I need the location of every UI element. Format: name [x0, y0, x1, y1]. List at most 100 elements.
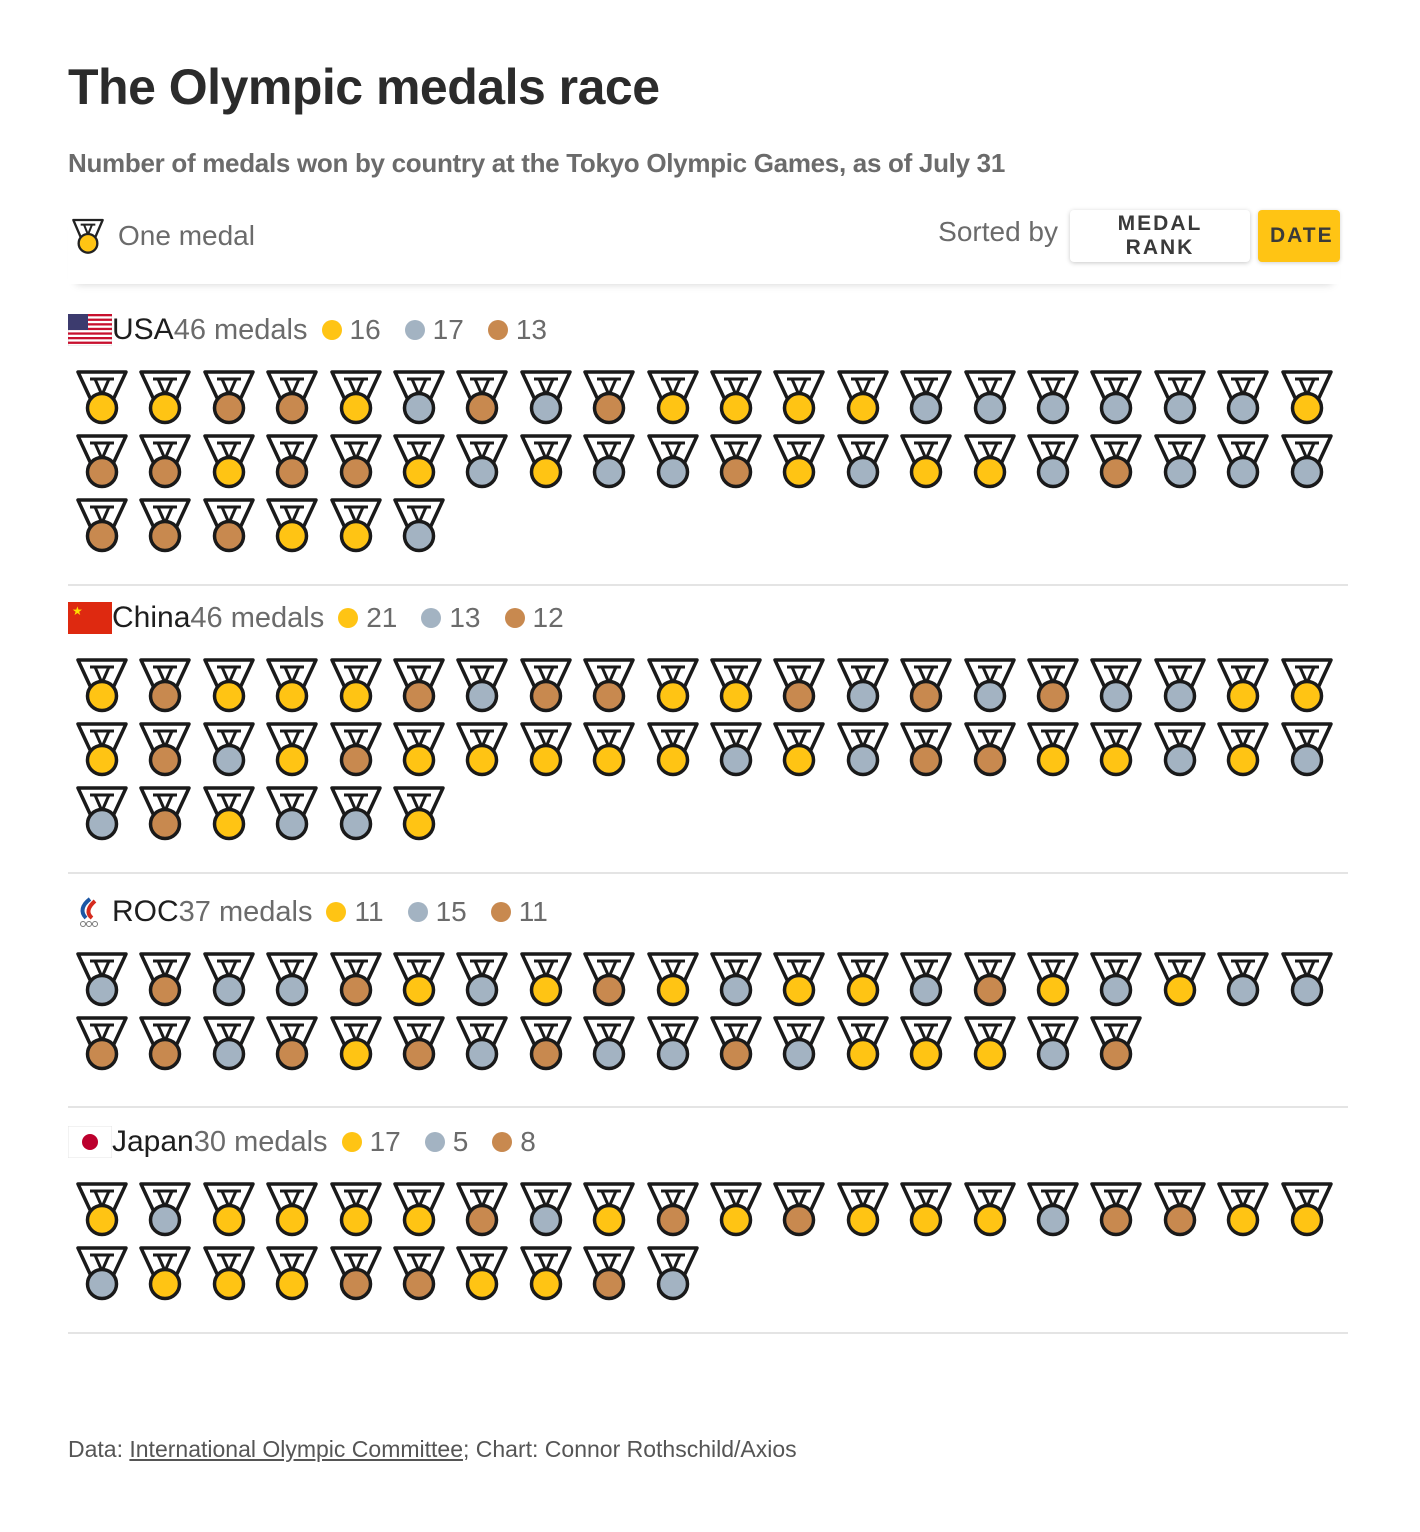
silver-medal-icon — [393, 498, 445, 553]
gold-medal-icon — [773, 722, 826, 777]
gold-medal-icon — [76, 370, 128, 425]
sort-date-button[interactable]: DATE — [1258, 210, 1340, 262]
gold-medal-icon — [710, 1182, 762, 1237]
gold-medal-icon — [456, 1246, 509, 1301]
sort-label: Sorted by — [938, 216, 1058, 247]
gold-dot-icon — [338, 608, 359, 628]
bronze-medal-icon — [456, 370, 509, 425]
bronze-medal-icon — [266, 1016, 318, 1071]
bronze-medal-icon — [583, 658, 635, 713]
gold-medal-icon — [520, 952, 572, 1007]
silver-medal-icon — [76, 786, 128, 841]
gold-medal-icon — [76, 658, 128, 713]
gold-medal-icon — [329, 1182, 382, 1237]
country-header: Japan 30 medals 17 5 8 — [68, 1122, 560, 1162]
gold-medal-icon — [900, 1016, 952, 1071]
bronze-medal-icon — [139, 722, 192, 777]
gold-medal-icon — [266, 658, 318, 713]
bronze-medal-icon — [520, 1016, 572, 1071]
gold-medal-icon — [583, 722, 635, 777]
silver-medal-icon — [520, 1182, 572, 1237]
country-name: China — [112, 601, 191, 634]
country-total: 46 medals — [190, 601, 325, 634]
country-roc: ROC 37 medals 11 15 11 — [68, 892, 1348, 1108]
bronze-medal-icon — [393, 1016, 445, 1071]
silver-medal-icon — [963, 370, 1016, 425]
gold-medal-icon — [203, 658, 255, 713]
bronze-medal-icon — [1154, 1182, 1206, 1237]
silver-dot-icon — [407, 902, 428, 922]
footer-prefix: Data: — [68, 1436, 130, 1462]
silver-medal-icon — [583, 1016, 635, 1071]
bronze-dot-icon — [487, 320, 508, 340]
silver-medal-icon — [266, 786, 318, 841]
gold-medal-icon — [520, 1246, 572, 1301]
country-name: ROC — [112, 895, 179, 928]
silver-medal-icon — [1280, 952, 1333, 1007]
silver-medal-icon — [1154, 370, 1206, 425]
bronze-medal-icon — [1090, 1182, 1143, 1237]
silver-medal-icon — [773, 1016, 826, 1071]
source-link[interactable]: International Olympic Committee — [129, 1436, 463, 1462]
japan-flag-icon — [68, 1126, 112, 1158]
gold-count: 17 — [369, 1126, 401, 1157]
footer-suffix: ; Chart: Connor Rothschild/Axios — [463, 1436, 797, 1462]
gold-medal-icon — [203, 786, 255, 841]
gold-medal-icon — [203, 1182, 255, 1237]
gold-medal-icon — [266, 1182, 318, 1237]
bronze-medal-icon — [393, 1246, 445, 1301]
silver-medal-icon — [456, 658, 509, 713]
bronze-medal-icon — [900, 722, 952, 777]
silver-medal-icon — [1154, 658, 1206, 713]
gold-count: 21 — [366, 602, 398, 633]
silver-medal-icon — [1217, 952, 1269, 1007]
bronze-medal-icon — [329, 952, 382, 1007]
silver-medal-icon — [456, 952, 509, 1007]
gold-dot-icon — [321, 320, 342, 340]
bronze-medal-icon — [139, 434, 192, 489]
country-total: 30 medals — [193, 1125, 328, 1158]
gold-medal-icon — [329, 658, 382, 713]
bronze-dot-icon — [492, 1132, 513, 1152]
gold-medal-icon — [393, 786, 445, 841]
bronze-medal-icon — [139, 786, 192, 841]
china-flag-icon: ★ — [68, 602, 112, 634]
silver-dot-icon — [424, 1132, 445, 1152]
bronze-medal-icon — [76, 434, 128, 489]
country-name: USA — [112, 313, 174, 346]
silver-medal-icon — [393, 370, 445, 425]
silver-medal-icon — [1027, 370, 1079, 425]
gold-medal-icon — [520, 722, 572, 777]
bronze-medal-icon — [583, 370, 635, 425]
silver-medal-icon — [1090, 370, 1143, 425]
silver-medal-icon — [520, 370, 572, 425]
silver-dot-icon — [421, 608, 442, 628]
gold-medal-icon — [393, 952, 445, 1007]
gold-medal-icon — [76, 722, 128, 777]
gold-medal-icon — [773, 434, 826, 489]
gold-count: 11 — [354, 896, 384, 927]
country-china: ★ China 46 medals 21 13 12 — [68, 598, 1348, 874]
gold-medal-icon — [393, 1182, 445, 1237]
gold-medal-icon — [963, 1016, 1016, 1071]
gold-medal-icon — [139, 1246, 192, 1301]
medal-icon — [72, 218, 104, 254]
page-title: The Olympic medals race — [68, 59, 660, 115]
bronze-medal-icon — [393, 658, 445, 713]
bronze-medal-icon — [76, 1016, 128, 1071]
gold-medal-icon — [963, 434, 1016, 489]
silver-medal-icon — [900, 370, 952, 425]
sort-medal-rank-button[interactable]: MEDAL RANK — [1070, 210, 1250, 262]
silver-medal-icon — [837, 722, 889, 777]
gold-medal-icon — [900, 434, 952, 489]
gold-medal-icon — [329, 498, 382, 553]
usa-flag-icon — [68, 314, 112, 346]
bronze-medal-icon — [76, 498, 128, 553]
country-usa: USA 46 medals 16 17 13 — [68, 310, 1348, 586]
silver-medal-icon — [646, 1016, 699, 1071]
svg-text:★: ★ — [72, 604, 83, 618]
country-total: 37 medals — [178, 895, 313, 928]
gold-medal-icon — [266, 1246, 318, 1301]
bronze-medal-icon — [773, 658, 826, 713]
gold-medal-icon — [837, 1182, 889, 1237]
